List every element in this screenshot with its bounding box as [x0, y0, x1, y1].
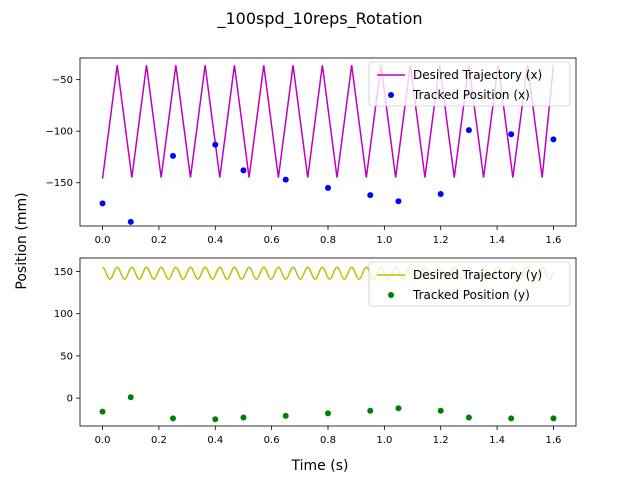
- data-point: [99, 200, 106, 207]
- x-tick-label: 1.0: [376, 435, 392, 446]
- data-point: [508, 131, 515, 138]
- x-tick-label: 0.4: [207, 435, 223, 446]
- x-tick-label: 1.0: [376, 235, 392, 246]
- data-point: [127, 394, 134, 401]
- y-tick-label: −100: [46, 127, 73, 138]
- x-tick-label: 0.2: [151, 235, 167, 246]
- legend-box: [368, 261, 571, 307]
- y-tick-label: 150: [54, 267, 73, 278]
- legend-label: Desired Trajectory (y): [413, 268, 542, 282]
- legend: Desired Trajectory (x) Tracked Position (…: [368, 61, 571, 107]
- data-point: [550, 415, 557, 422]
- series-line-0: [101, 65, 555, 179]
- data-point: [170, 152, 176, 159]
- x-tick-label: 1.4: [489, 435, 505, 446]
- data-point: [367, 192, 374, 199]
- x-tick-label: 1.6: [546, 235, 562, 246]
- data-point: [240, 167, 247, 174]
- data-point: [465, 414, 472, 421]
- top-panel: 0.0 0.2 0.4 0.6 0.8 1.0 1.2 1.4 1.6 −150 −100 −50 De…: [46, 57, 577, 246]
- y-tick-label: 0: [67, 394, 73, 405]
- data-point: [282, 176, 289, 183]
- x-tick-label: 0.6: [264, 435, 280, 446]
- data-point: [325, 184, 331, 191]
- bottom-panel: 0.0 0.2 0.4 0.6 0.8 1.0 1.2 1.4 1.6 0 50 100 150 Desi…: [54, 257, 577, 446]
- x-tick-label: 0.6: [264, 235, 280, 246]
- data-point: [395, 405, 402, 412]
- x-tick-label: 0.4: [207, 235, 223, 246]
- y-tick-label: −150: [46, 178, 73, 189]
- x-tick-label: 0.2: [151, 435, 167, 446]
- x-tick-label: 1.6: [546, 435, 562, 446]
- data-point: [508, 415, 515, 422]
- plot-area: [99, 65, 557, 225]
- x-tick-label: 1.2: [433, 435, 449, 446]
- legend-marker-swatch: [388, 92, 394, 98]
- y-tick-label: −50: [52, 75, 73, 86]
- legend: Desired Trajectory (y) Tracked Position (…: [368, 261, 571, 307]
- data-point: [465, 127, 472, 134]
- data-point: [212, 416, 219, 423]
- shared-x-label: Time (s): [291, 458, 349, 474]
- data-point: [550, 136, 557, 143]
- legend-label: Tracked Position (x): [412, 88, 530, 102]
- data-point: [127, 218, 134, 225]
- legend-label: Desired Trajectory (x): [413, 68, 542, 82]
- legend-marker-swatch: [388, 292, 394, 298]
- x-tick-label: 1.2: [433, 235, 449, 246]
- shared-y-label: Position (mm): [14, 192, 30, 289]
- data-point: [395, 198, 402, 205]
- data-point: [325, 410, 331, 417]
- x-tick-label: 0.8: [320, 235, 336, 246]
- x-tick-label: 1.4: [489, 235, 505, 246]
- data-point: [282, 412, 289, 419]
- data-point: [437, 407, 444, 414]
- x-tick-label: 0.0: [95, 435, 111, 446]
- data-point: [212, 141, 219, 148]
- figure-title: _100spd_10reps_Rotation: [216, 9, 422, 29]
- legend-label: Tracked Position (y): [412, 288, 530, 302]
- data-point: [170, 415, 176, 422]
- data-point: [240, 414, 247, 421]
- data-point: [99, 408, 106, 415]
- y-tick-label: 100: [54, 309, 73, 320]
- x-tick-label: 0.8: [320, 435, 336, 446]
- legend-box: [368, 61, 571, 107]
- data-point: [367, 407, 374, 414]
- x-tick-label: 0.0: [95, 235, 111, 246]
- data-point: [437, 191, 444, 198]
- y-tick-label: 50: [60, 351, 73, 362]
